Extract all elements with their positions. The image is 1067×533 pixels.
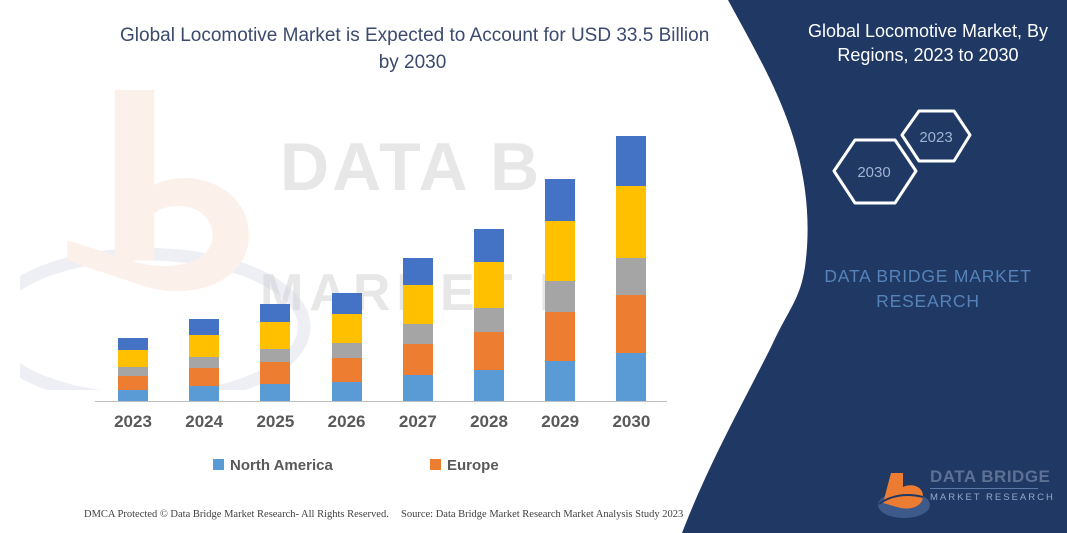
- svg-text:2030: 2030: [857, 164, 890, 181]
- svg-text:2023: 2023: [919, 129, 952, 146]
